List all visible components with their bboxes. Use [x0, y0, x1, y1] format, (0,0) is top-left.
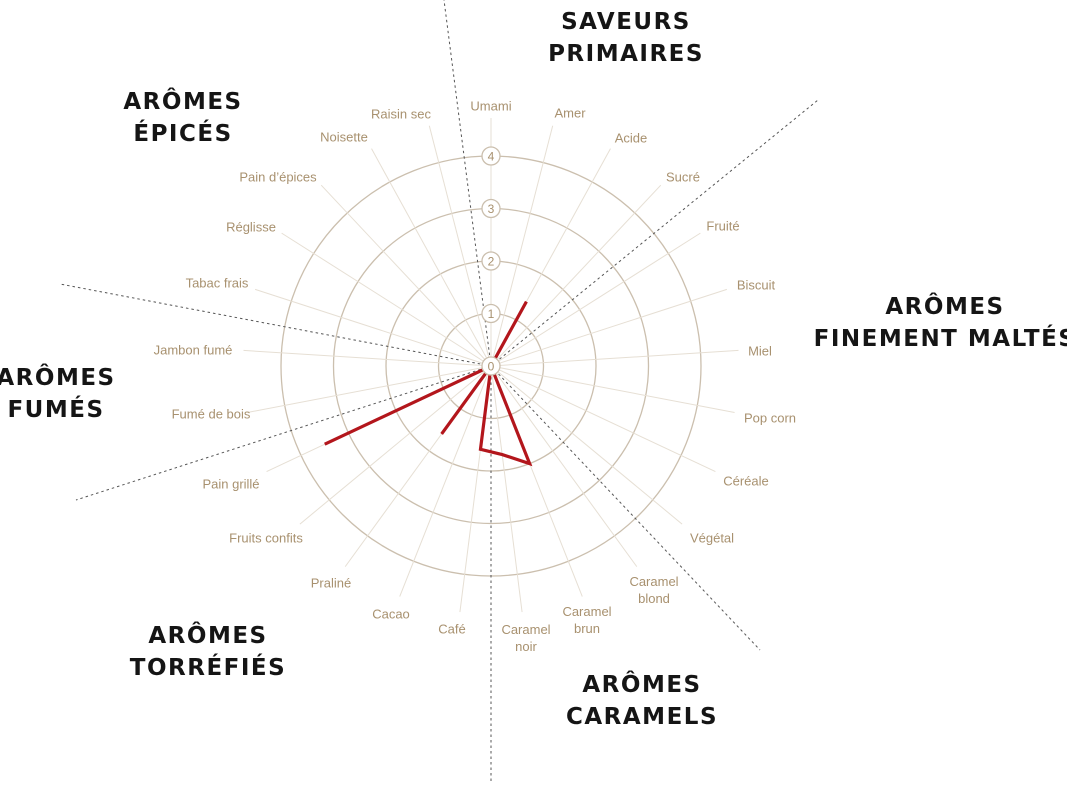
- axis-label: Fruité: [706, 218, 740, 234]
- group-title-epices: ARÔMES ÉPICÉS: [123, 86, 242, 150]
- spoke-7: [490, 365, 735, 413]
- spoke-24: [428, 125, 492, 367]
- spoke-5: [490, 288, 728, 367]
- group-title-line: PRIMAIRES: [548, 41, 704, 67]
- axis-label: Sucré: [666, 169, 700, 185]
- spoke-18: [247, 365, 492, 413]
- axis-label: Miel: [748, 343, 772, 359]
- spoke-21: [281, 232, 492, 367]
- group-separator: [75, 365, 492, 501]
- group-separator: [443, 0, 492, 367]
- group-title-line: FINEMENT MALTÉS: [813, 326, 1067, 352]
- group-separator: [59, 283, 492, 367]
- group-title-line: ARÔMES: [0, 365, 116, 391]
- spoke-6: [490, 349, 739, 367]
- axis-label: Caramel blond: [629, 574, 679, 606]
- group-separator: [490, 365, 761, 651]
- spoke-22: [320, 184, 492, 367]
- group-title-line: CARAMELS: [565, 704, 719, 730]
- axis-label: Praliné: [310, 575, 352, 591]
- axis-label: Fumé de bois: [171, 406, 251, 422]
- tick-badge-1: [481, 303, 501, 324]
- axis-label: Pop corn: [743, 410, 797, 426]
- axis-label: Biscuit: [736, 277, 776, 293]
- spoke-23: [371, 148, 492, 367]
- spoke-10: [490, 365, 638, 567]
- axis-label: Amer: [554, 105, 586, 121]
- spoke-4: [490, 232, 701, 367]
- tick-label: 0: [488, 360, 495, 374]
- axis-label: Réglisse: [226, 219, 276, 235]
- spoke-16: [299, 365, 492, 525]
- group-title-line: FUMÉS: [7, 397, 105, 423]
- tick-label: 1: [488, 307, 495, 321]
- group-title-torrefies: ARÔMES TORRÉFIÉS: [130, 620, 286, 684]
- group-separator: [490, 99, 819, 367]
- axis-label: Jambon fumé: [153, 342, 233, 358]
- tick-badge-3: [481, 198, 501, 219]
- group-title-line: ARÔMES: [148, 623, 268, 649]
- spoke-3: [490, 184, 662, 367]
- spoke-12: [490, 365, 523, 613]
- group-title-saveurs-primaires: SAVEURS PRIMAIRES: [548, 6, 704, 70]
- axis-label: Pain d’épices: [239, 169, 317, 185]
- group-title-line: SAVEURS: [561, 9, 691, 35]
- group-title-fumes: ARÔMES FUMÉS: [0, 362, 116, 426]
- group-title-line: ARÔMES: [123, 89, 243, 115]
- tick-label: 3: [488, 202, 495, 216]
- spoke-14: [399, 365, 492, 597]
- axis-label: Noisette: [320, 129, 368, 145]
- axis-label: Fruits confits: [229, 530, 303, 546]
- axis-label: Café: [438, 621, 466, 637]
- axis-label: Acide: [614, 130, 648, 146]
- group-title-finement-maltes: ARÔMES FINEMENT MALTÉS: [814, 291, 1067, 355]
- tick-badge-2: [481, 251, 501, 271]
- tick-badge-0: [481, 356, 501, 376]
- tick-badge-4: [481, 146, 501, 166]
- axis-label: Umami: [470, 98, 512, 114]
- group-title-line: ÉPICÉS: [133, 121, 233, 147]
- tick-label: 2: [488, 255, 495, 269]
- spoke-20: [254, 288, 492, 367]
- spoke-19: [243, 349, 492, 367]
- axis-label: Céréale: [723, 473, 769, 489]
- group-title-line: TORRÉFIÉS: [129, 655, 287, 681]
- group-title-caramels: ARÔMES CARAMELS: [566, 669, 718, 733]
- axis-label: Tabac frais: [185, 275, 249, 291]
- axis-label: Caramel noir: [501, 622, 551, 654]
- axis-label: Caramel brun: [562, 604, 612, 636]
- axis-label: Pain grillé: [202, 476, 260, 492]
- group-title-line: ARÔMES: [885, 294, 1005, 320]
- axis-label: Végétal: [689, 530, 735, 546]
- spoke-1: [490, 125, 554, 367]
- tick-label: 4: [488, 150, 495, 164]
- spoke-8: [490, 365, 716, 473]
- axis-label: Raisin sec: [371, 106, 431, 122]
- spoke-9: [490, 365, 683, 525]
- group-title-line: ARÔMES: [582, 672, 702, 698]
- axis-label: Cacao: [372, 606, 410, 622]
